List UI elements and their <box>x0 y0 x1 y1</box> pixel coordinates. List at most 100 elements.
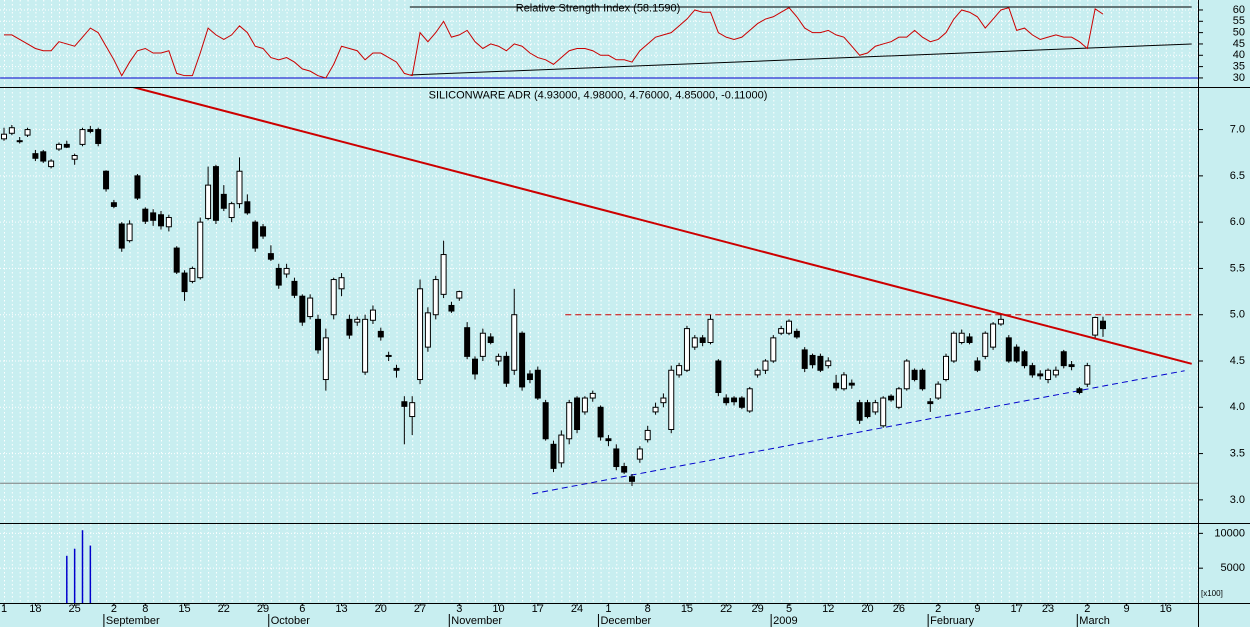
y-tick-label: 4.5 <box>1230 355 1245 367</box>
candle-body <box>252 221 259 249</box>
candle-body <box>707 318 714 343</box>
candle-body <box>597 406 604 438</box>
x-tick-label: 9 <box>974 603 980 615</box>
candle-body <box>283 267 290 275</box>
candle-body <box>511 314 518 371</box>
candle-body <box>864 402 871 418</box>
candle-body <box>605 438 612 442</box>
candle-body <box>440 254 447 295</box>
candle-body <box>825 360 832 367</box>
candle-body <box>220 193 227 209</box>
x-tick-label: 2 <box>111 603 117 615</box>
candle-body <box>1100 320 1106 330</box>
candle-body <box>668 369 675 431</box>
candle-body <box>48 160 55 168</box>
candle-body <box>935 383 942 399</box>
candle-body <box>613 448 620 468</box>
candle-body <box>55 143 62 150</box>
x-tick-label: 27 <box>414 603 426 615</box>
candle-body <box>244 201 251 214</box>
month-label: November <box>451 615 502 627</box>
candle-body <box>786 320 792 334</box>
candle-body <box>519 332 526 388</box>
y-tick-label: 40 <box>1233 49 1245 61</box>
candle-body <box>307 297 314 318</box>
x-tick-label: 6 <box>299 603 305 615</box>
candle-body <box>393 367 400 371</box>
candle-body <box>974 360 981 371</box>
candle-body <box>267 253 274 260</box>
x-tick-label: 12 <box>822 603 834 615</box>
x-tick-label: 29 <box>751 603 763 615</box>
panel <box>0 87 1198 501</box>
candle-body <box>943 355 949 381</box>
candle-body <box>840 374 847 390</box>
candle-body <box>377 330 384 338</box>
y-tick-label: 50 <box>1233 27 1245 39</box>
x-tick-label: 22 <box>720 603 732 615</box>
candle-body <box>950 332 957 362</box>
x-tick-label: 24 <box>571 603 583 615</box>
candle-body <box>448 304 455 312</box>
candle-body <box>275 267 282 286</box>
candle-body <box>746 388 753 412</box>
x-tick-label: 1 <box>1 603 7 615</box>
x-tick-label: 2 <box>1084 603 1090 615</box>
candle-body <box>558 434 565 464</box>
y-tick-label: 3.5 <box>1230 447 1245 459</box>
candle-body <box>581 397 588 413</box>
month-label: September <box>106 615 160 627</box>
y-tick-label: 10000 <box>1214 527 1245 539</box>
candle-body <box>503 355 510 384</box>
candle-body <box>464 327 471 357</box>
candle-body <box>1021 351 1028 367</box>
candle-body <box>385 354 392 357</box>
y-tick-label: 7.0 <box>1230 123 1245 135</box>
candle-body <box>189 267 196 282</box>
candle-body <box>1060 351 1067 367</box>
candle-body <box>629 476 635 482</box>
x-tick-label: 1 <box>605 603 611 615</box>
candle-body <box>589 392 596 399</box>
candle-body <box>417 288 424 381</box>
candle-body <box>566 402 573 440</box>
candle-body <box>32 153 39 159</box>
candle-body <box>40 151 47 162</box>
candle-body <box>1029 365 1036 376</box>
candle-body <box>134 175 141 199</box>
candle-body <box>1005 337 1012 362</box>
candle-body <box>299 295 306 323</box>
candle-body <box>526 373 533 381</box>
candle-body <box>982 332 989 357</box>
candle-body <box>754 369 761 376</box>
x-tick-label: 17 <box>532 603 544 615</box>
x-tick-label: 15 <box>178 603 190 615</box>
trend-line <box>409 43 1192 76</box>
candle-body <box>738 397 745 408</box>
candle-body <box>118 223 125 249</box>
y-tick-label: 5000 <box>1221 562 1245 574</box>
y-tick-label: 3.0 <box>1230 494 1245 506</box>
candle-body <box>644 429 651 441</box>
x-tick-label: 16 <box>1160 603 1172 615</box>
candle-body <box>79 129 86 145</box>
candle-body <box>715 360 722 393</box>
volume-bar <box>81 530 84 603</box>
candle-body <box>158 214 164 227</box>
y-tick-label: 5.5 <box>1230 262 1245 274</box>
candle-body <box>660 397 667 404</box>
candle-body <box>550 443 557 469</box>
y-tick-label: 45 <box>1233 38 1245 50</box>
candle-body <box>833 382 840 389</box>
candle-body <box>165 217 172 228</box>
candle-body <box>731 397 738 403</box>
candle-body <box>1076 388 1083 393</box>
candle-body <box>574 397 581 431</box>
month-label: March <box>1079 615 1110 627</box>
candle-body <box>911 369 918 381</box>
month-label: February <box>930 615 975 627</box>
trend-line <box>132 87 1192 365</box>
x-tick-label: 23 <box>1042 603 1054 615</box>
volume-unit: [x100] <box>1201 589 1223 598</box>
